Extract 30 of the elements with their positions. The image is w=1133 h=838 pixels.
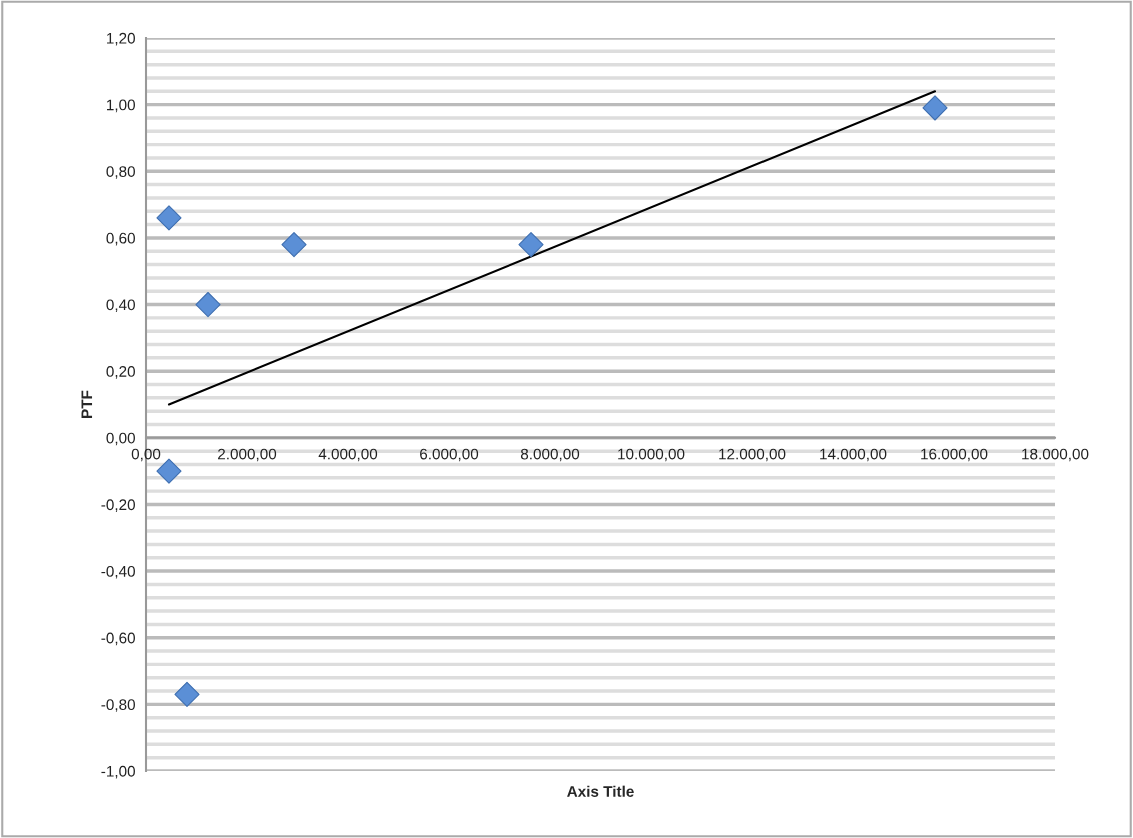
- x-tick-label: 12.000,00: [719, 448, 786, 462]
- x-tick-label: 4.000,00: [318, 448, 378, 462]
- y-tick-label: -0,40: [101, 565, 135, 579]
- point: [922, 95, 948, 121]
- y-tick-label: 0,20: [106, 366, 135, 379]
- x-tick-label: 8.000,00: [520, 448, 580, 462]
- x-tick-label: 6.000,00: [420, 448, 479, 462]
- x-axis-title: Axis Title: [567, 785, 634, 797]
- point: [156, 205, 182, 231]
- y-axis-title: PTF: [81, 390, 93, 418]
- y-tick-label: 1,00: [107, 99, 135, 113]
- x-tick-label: 16.000,00: [921, 448, 988, 462]
- y-tick-label: -0,80: [101, 699, 135, 712]
- point: [281, 231, 307, 258]
- x-tick-label: 0,00: [131, 448, 161, 462]
- y-tick-label: 0,60: [106, 232, 135, 246]
- y-tick-label: 0,00: [106, 432, 135, 446]
- point: [195, 291, 221, 318]
- point: [518, 231, 544, 258]
- y-tick-label: -0,60: [101, 632, 135, 646]
- x-tick-label: 14.000,00: [820, 448, 887, 462]
- y-tick-label: 1,20: [107, 32, 135, 46]
- x-tick-label: 18.000,00: [1022, 448, 1089, 462]
- y-tick-label: 0,40: [106, 299, 135, 313]
- y-tick-label: -1,00: [101, 765, 135, 779]
- y-tick-label: -0,20: [101, 499, 135, 512]
- point: [174, 681, 200, 707]
- y-tick-label: 0,80: [106, 166, 135, 179]
- x-tick-label: 2.000,00: [218, 448, 277, 462]
- x-tick-label: 10.000,00: [618, 448, 685, 462]
